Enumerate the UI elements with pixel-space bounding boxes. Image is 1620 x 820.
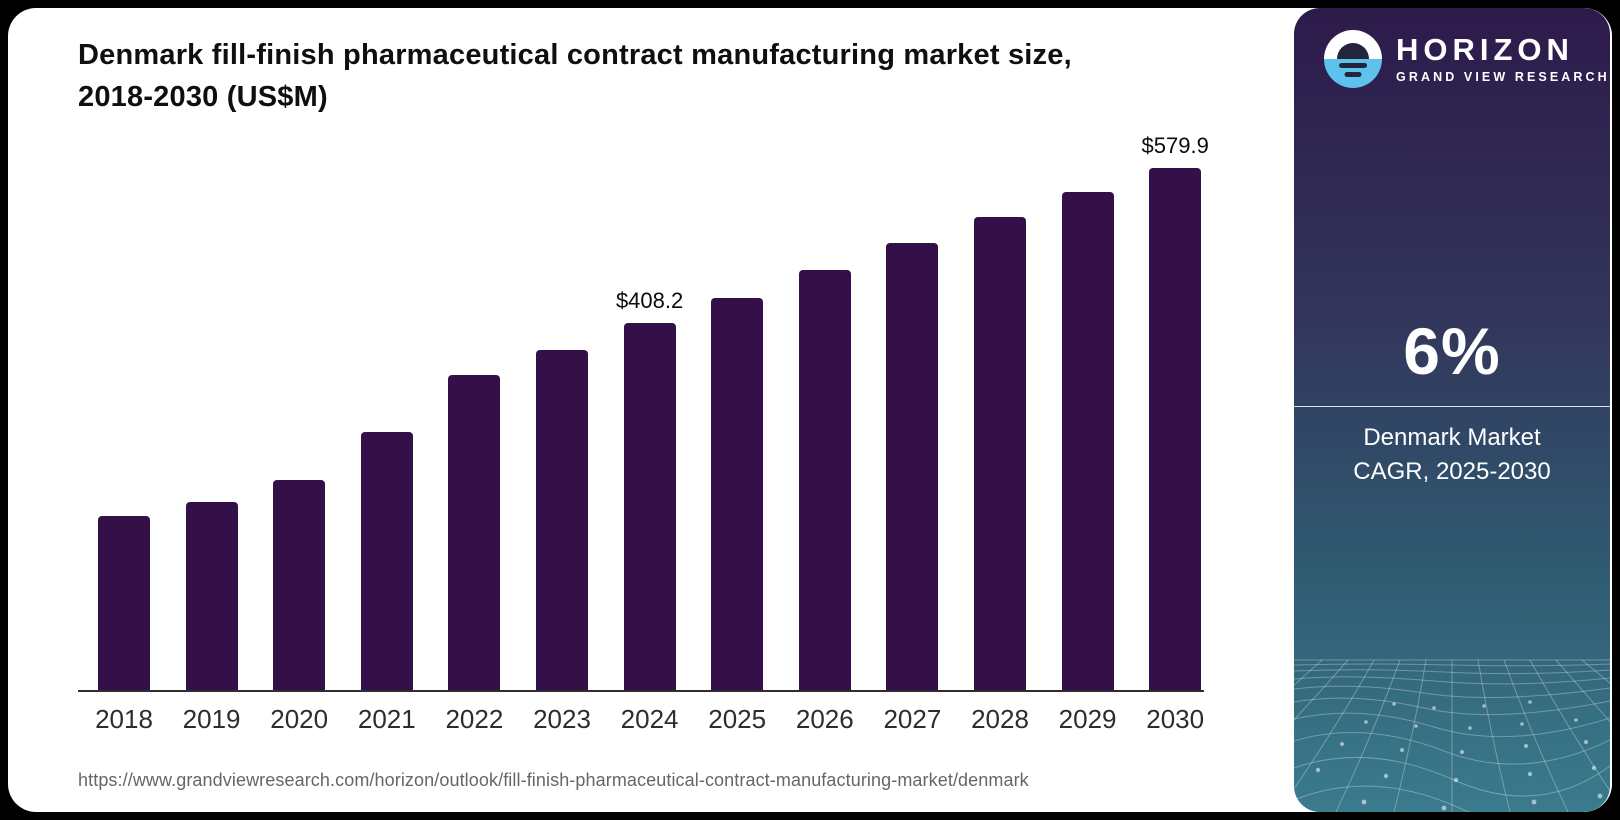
x-axis-tick-label: 2029 (1058, 704, 1117, 734)
bar-2022 (448, 374, 501, 690)
bar-2019 (185, 502, 238, 690)
divider-line (1294, 405, 1610, 407)
x-axis-tick-label: 2022 (445, 704, 504, 734)
bar-2027 (886, 243, 939, 690)
bar-chart: $408.2 $579.9 (78, 132, 1209, 692)
cagr-stat-block: 6% Denmark Market CAGR, 2025-2030 (1294, 314, 1610, 489)
bar-2029 (1061, 192, 1114, 690)
wireframe-mesh-graphic (1294, 659, 1610, 812)
x-axis-tick-label: 2021 (357, 704, 416, 734)
x-axis-tick-label: 2019 (182, 704, 241, 734)
source-url: https://www.grandviewresearch.com/horizo… (78, 770, 1029, 790)
bar-2026 (798, 269, 851, 690)
x-axis-tick-label: 2024 (620, 704, 679, 734)
x-axis-tick-label: 2020 (270, 704, 329, 734)
x-axis-line (78, 690, 1204, 692)
bar-2024 (623, 322, 676, 690)
x-axis-tick-label: 2025 (708, 704, 767, 734)
x-axis-labels: 2018 2019 2020 2021 2022 2023 2024 2025 2026 2027… (78, 704, 1204, 734)
stat-caption-line1: Denmark Market (1363, 423, 1541, 451)
bar-2025 (711, 297, 764, 690)
x-axis-tick-label: 2028 (971, 704, 1029, 734)
bar-2028 (974, 217, 1026, 690)
bar-2030 (1149, 168, 1202, 690)
x-axis-tick-label: 2030 (1146, 704, 1205, 734)
bar-2023 (536, 349, 588, 690)
x-axis-tick-label: 2027 (883, 704, 942, 734)
x-axis-tick-label: 2023 (533, 704, 591, 734)
bar-2018 (98, 516, 150, 690)
horizon-sun-icon (1324, 30, 1382, 88)
cagr-value: 6% (1403, 314, 1501, 388)
logo-brand-text: HORIZON (1396, 32, 1574, 67)
bar-2021 (360, 432, 413, 690)
x-axis-tick-label: 2018 (95, 704, 153, 734)
stat-caption-line2: CAGR, 2025-2030 (1353, 457, 1551, 485)
x-axis-tick-label: 2026 (795, 704, 854, 734)
logo-subbrand-text: GRAND VIEW RESEARCH (1396, 70, 1610, 84)
horizon-logo: HORIZON GRAND VIEW RESEARCH (1324, 30, 1610, 88)
sidebar-panel: HORIZON GRAND VIEW RESEARCH 6% Denmark M… (1294, 8, 1610, 812)
bar-2020 (273, 480, 326, 690)
chart-title: Denmark fill-finish pharmaceutical contr… (78, 39, 1072, 114)
bar-value-label: $408.2 (615, 287, 684, 313)
infographic-card: Denmark fill-finish pharmaceutical contr… (8, 8, 1612, 812)
bar-value-label: $579.9 (1141, 133, 1209, 159)
